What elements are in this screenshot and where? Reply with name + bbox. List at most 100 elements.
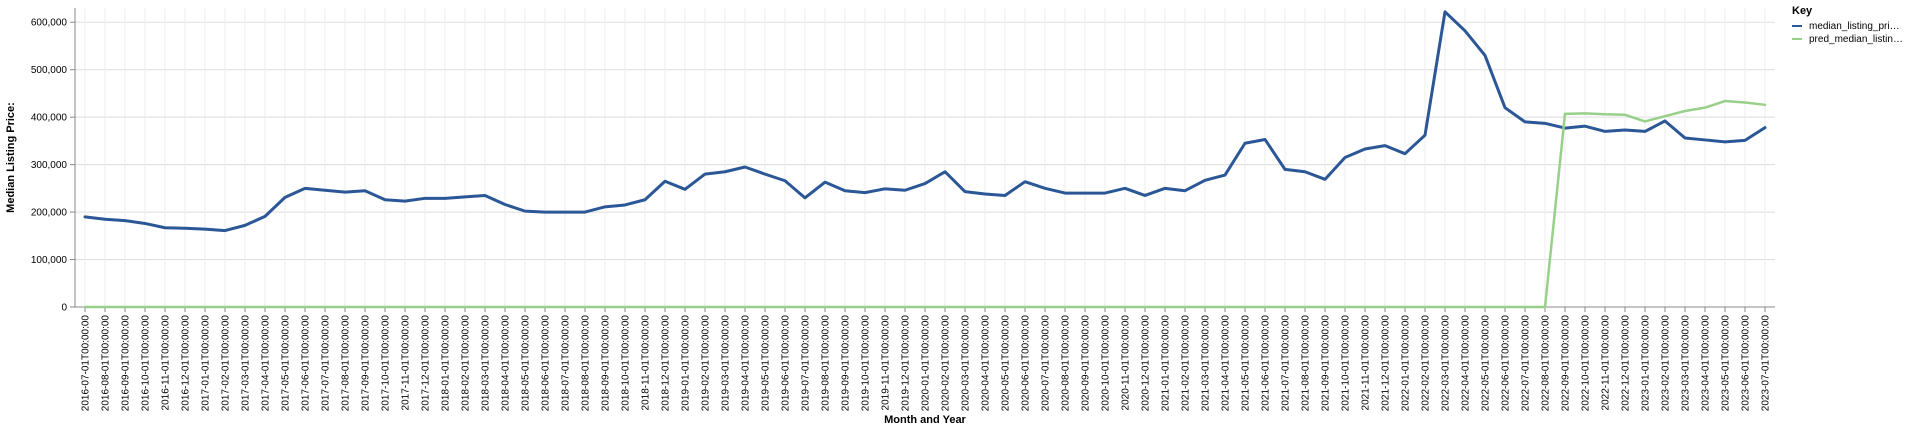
x-tick-label: 2018-08-01T00:00:00: [581, 315, 592, 412]
x-tick-label: 2020-12-01T00:00:00: [1141, 315, 1152, 412]
y-tick-label: 100,000: [31, 255, 68, 266]
x-tick-label: 2021-08-01T00:00:00: [1301, 315, 1312, 412]
y-tick-label: 200,000: [31, 208, 68, 219]
x-tick-label: 2022-12-01T00:00:00: [1621, 315, 1632, 412]
x-tick-label: 2019-01-01T00:00:00: [681, 315, 692, 412]
y-tick-label: 500,000: [31, 65, 68, 76]
x-tick-label: 2017-05-01T00:00:00: [281, 315, 292, 412]
x-tick-label: 2017-03-01T00:00:00: [241, 315, 252, 412]
x-tick-label: 2018-09-01T00:00:00: [601, 315, 612, 412]
x-tick-label: 2019-04-01T00:00:00: [741, 315, 752, 412]
x-tick-label: 2020-06-01T00:00:00: [1021, 315, 1032, 412]
x-axis-title: Month and Year: [884, 414, 966, 426]
x-tick-label: 2021-11-01T00:00:00: [1361, 315, 1372, 411]
x-tick-label: 2021-12-01T00:00:00: [1381, 315, 1392, 412]
x-tick-label: 2022-09-01T00:00:00: [1561, 315, 1572, 412]
x-tick-label: 2019-10-01T00:00:00: [861, 315, 872, 412]
x-tick-label: 2018-10-01T00:00:00: [621, 315, 632, 412]
x-tick-label: 2018-05-01T00:00:00: [521, 315, 532, 412]
x-tick-label: 2022-07-01T00:00:00: [1521, 315, 1532, 412]
x-tick-label: 2021-09-01T00:00:00: [1321, 315, 1332, 412]
x-tick-label: 2018-04-01T00:00:00: [501, 315, 512, 412]
x-tick-label: 2021-07-01T00:00:00: [1281, 315, 1292, 412]
x-tick-label: 2016-10-01T00:00:00: [141, 315, 152, 412]
x-tick-label: 2018-03-01T00:00:00: [481, 315, 492, 412]
x-tick-label: 2019-08-01T00:00:00: [821, 315, 832, 412]
x-tick-label: 2020-05-01T00:00:00: [1001, 315, 1012, 412]
x-tick-label: 2021-06-01T00:00:00: [1261, 315, 1272, 412]
x-tick-label: 2019-02-01T00:00:00: [701, 315, 712, 412]
x-tick-label: 2020-01-01T00:00:00: [921, 315, 932, 412]
x-tick-label: 2017-07-01T00:00:00: [321, 315, 332, 412]
x-tick-label: 2022-08-01T00:00:00: [1541, 315, 1552, 412]
x-tick-label: 2017-08-01T00:00:00: [341, 315, 352, 412]
x-tick-label: 2020-09-01T00:00:00: [1081, 315, 1092, 412]
x-axis-ticks: 2016-07-01T00:00:00 2016-08-01T00:00:00 20…: [81, 307, 1772, 411]
x-tick-label: 2022-11-01T00:00:00: [1601, 315, 1612, 411]
x-tick-label: 2019-07-01T00:00:00: [801, 315, 812, 412]
y-tick-label: 400,000: [31, 113, 68, 124]
x-tick-label: 2019-05-01T00:00:00: [761, 315, 772, 412]
x-tick-label: 2023-07-01T00:00:00: [1761, 315, 1772, 412]
series-line-0: [83, 10, 1767, 233]
x-tick-label: 2022-02-01T00:00:00: [1421, 315, 1432, 412]
x-tick-label: 2021-05-01T00:00:00: [1241, 315, 1252, 412]
x-tick-label: 2018-01-01T00:00:00: [441, 315, 452, 412]
legend-label-0: median_listing_pri…: [1809, 21, 1900, 32]
x-tick-label: 2020-04-01T00:00:00: [981, 315, 992, 412]
x-tick-label: 2016-07-01T00:00:00: [81, 315, 92, 412]
x-tick-label: 2023-01-01T00:00:00: [1641, 315, 1652, 412]
x-tick-label: 2017-04-01T00:00:00: [261, 315, 272, 412]
x-tick-label: 2020-02-01T00:00:00: [941, 315, 952, 412]
x-tick-label: 2021-03-01T00:00:00: [1201, 315, 1212, 412]
series-lines: [83, 10, 1767, 309]
x-tick-label: 2019-03-01T00:00:00: [721, 315, 732, 412]
y-tick-label: 300,000: [31, 160, 68, 171]
x-tick-label: 2017-12-01T00:00:00: [421, 315, 432, 412]
x-tick-label: 2017-02-01T00:00:00: [221, 315, 232, 412]
x-tick-label: 2018-07-01T00:00:00: [561, 315, 572, 412]
legend-title: Key: [1792, 5, 1813, 17]
x-tick-label: 2023-04-01T00:00:00: [1701, 315, 1712, 412]
y-axis-ticks: 0 100,000 200,000 300,000 400,000 500,000 600,…: [31, 18, 75, 314]
x-tick-label: 2020-07-01T00:00:00: [1041, 315, 1052, 412]
x-tick-label: 2020-08-01T00:00:00: [1061, 315, 1072, 412]
x-tick-label: 2022-03-01T00:00:00: [1441, 315, 1452, 412]
y-tick-label: 600,000: [31, 18, 68, 29]
x-tick-label: 2017-09-01T00:00:00: [361, 315, 372, 412]
x-tick-label: 2020-10-01T00:00:00: [1101, 315, 1112, 412]
legend-items: median_listing_pri… pred_median_listin…: [1792, 21, 1903, 45]
x-tick-label: 2022-10-01T00:00:00: [1581, 315, 1592, 412]
x-tick-label: 2020-03-01T00:00:00: [961, 315, 972, 412]
x-tick-label: 2022-06-01T00:00:00: [1501, 315, 1512, 412]
x-tick-label: 2016-12-01T00:00:00: [181, 315, 192, 412]
x-tick-label: 2017-11-01T00:00:00: [401, 315, 412, 411]
x-tick-label: 2020-11-01T00:00:00: [1121, 315, 1132, 411]
x-tick-label: 2022-05-01T00:00:00: [1481, 315, 1492, 412]
x-tick-label: 2019-11-01T00:00:00: [881, 315, 892, 411]
x-tick-label: 2019-06-01T00:00:00: [781, 315, 792, 412]
x-tick-label: 2017-06-01T00:00:00: [301, 315, 312, 412]
x-tick-label: 2017-01-01T00:00:00: [201, 315, 212, 412]
x-tick-label: 2016-09-01T00:00:00: [121, 315, 132, 412]
x-tick-label: 2018-06-01T00:00:00: [541, 315, 552, 412]
x-tick-label: 2023-03-01T00:00:00: [1681, 315, 1692, 412]
gridlines: [75, 8, 1775, 308]
x-tick-label: 2018-02-01T00:00:00: [461, 315, 472, 412]
x-tick-label: 2022-04-01T00:00:00: [1461, 315, 1472, 412]
y-tick-label: 0: [61, 303, 67, 314]
x-tick-label: 2021-10-01T00:00:00: [1341, 315, 1352, 412]
legend: Key median_listing_pri… pred_median_listi…: [1792, 5, 1903, 45]
series-line-1: [83, 99, 1767, 309]
x-tick-label: 2021-02-01T00:00:00: [1181, 315, 1192, 412]
x-tick-label: 2018-11-01T00:00:00: [641, 315, 652, 411]
x-tick-label: 2021-04-01T00:00:00: [1221, 315, 1232, 412]
y-axis-title: Median Listing Price:: [5, 102, 17, 213]
x-tick-label: 2019-12-01T00:00:00: [901, 315, 912, 412]
x-tick-label: 2016-11-01T00:00:00: [161, 315, 172, 411]
x-tick-label: 2018-12-01T00:00:00: [661, 315, 672, 412]
legend-label-1: pred_median_listin…: [1809, 34, 1903, 45]
x-tick-label: 2022-01-01T00:00:00: [1401, 315, 1412, 412]
